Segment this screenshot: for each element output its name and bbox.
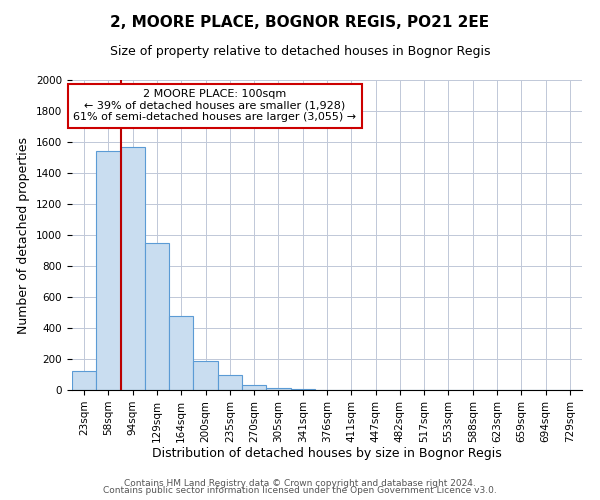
Bar bbox=[96, 152, 121, 390]
Bar bbox=[72, 372, 96, 390]
Bar bbox=[290, 389, 315, 390]
Bar bbox=[218, 374, 242, 390]
Text: 2 MOORE PLACE: 100sqm
← 39% of detached houses are smaller (1,928)
61% of semi-d: 2 MOORE PLACE: 100sqm ← 39% of detached … bbox=[73, 90, 356, 122]
Bar bbox=[121, 146, 145, 390]
Bar bbox=[193, 360, 218, 390]
Bar bbox=[242, 384, 266, 390]
Bar bbox=[145, 243, 169, 390]
Bar bbox=[266, 388, 290, 390]
Text: Size of property relative to detached houses in Bognor Regis: Size of property relative to detached ho… bbox=[110, 45, 490, 58]
X-axis label: Distribution of detached houses by size in Bognor Regis: Distribution of detached houses by size … bbox=[152, 448, 502, 460]
Bar bbox=[169, 316, 193, 390]
Text: Contains HM Land Registry data © Crown copyright and database right 2024.: Contains HM Land Registry data © Crown c… bbox=[124, 478, 476, 488]
Text: 2, MOORE PLACE, BOGNOR REGIS, PO21 2EE: 2, MOORE PLACE, BOGNOR REGIS, PO21 2EE bbox=[110, 15, 490, 30]
Text: Contains public sector information licensed under the Open Government Licence v3: Contains public sector information licen… bbox=[103, 486, 497, 495]
Y-axis label: Number of detached properties: Number of detached properties bbox=[17, 136, 31, 334]
